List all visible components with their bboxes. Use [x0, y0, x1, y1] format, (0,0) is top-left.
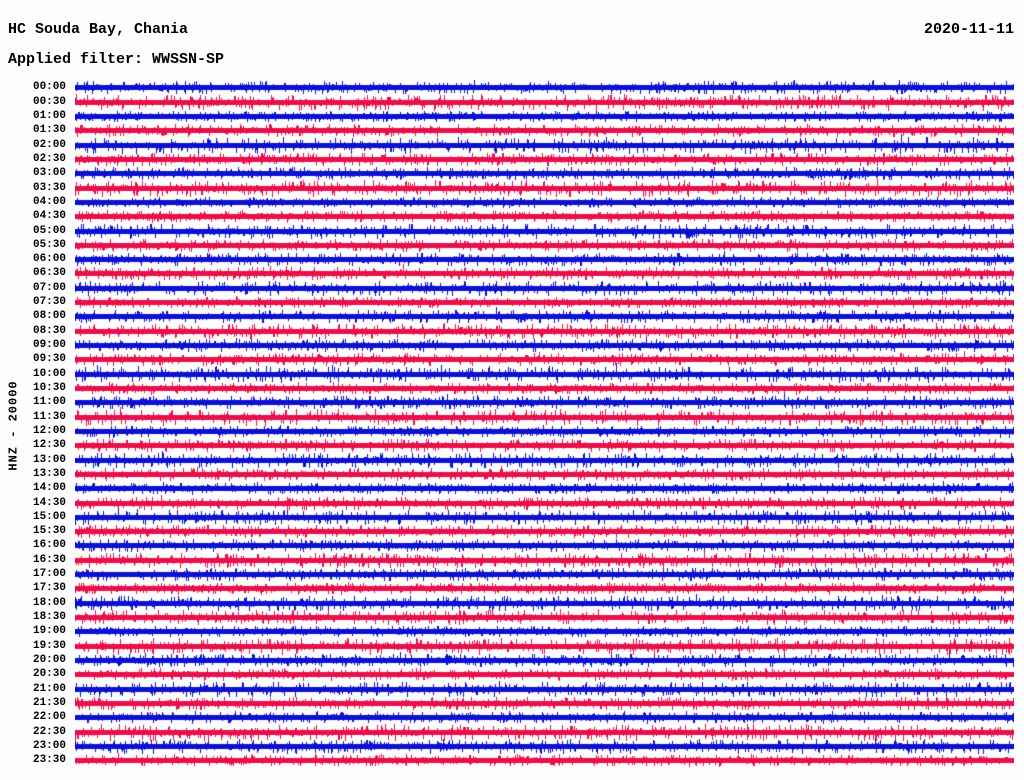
time-label: 04:00 [32, 195, 66, 208]
time-label: 01:00 [32, 110, 66, 123]
time-label: 13:30 [32, 467, 66, 480]
station-title: HC Souda Bay, Chania [8, 21, 189, 38]
time-label: 17:00 [32, 568, 66, 581]
time-label: 14:00 [32, 482, 66, 495]
time-label: 00:00 [32, 81, 66, 94]
time-label: 08:30 [32, 324, 66, 337]
time-label: 12:30 [32, 439, 66, 452]
time-label: 17:30 [32, 582, 66, 595]
filter-label: Applied filter: WWSSN-SP [8, 51, 225, 68]
time-label: 02:30 [32, 152, 66, 165]
time-label: 22:30 [32, 725, 66, 738]
time-label: 19:30 [32, 639, 66, 652]
time-label: 14:30 [32, 496, 66, 509]
time-label: 19:00 [32, 625, 66, 638]
time-label: 23:30 [32, 754, 66, 767]
time-label: 16:00 [32, 539, 66, 552]
time-label: 03:30 [32, 181, 66, 194]
time-label: 07:00 [32, 281, 66, 294]
time-label: 02:00 [32, 138, 66, 151]
time-label: 07:30 [32, 296, 66, 309]
time-label: 10:30 [32, 382, 66, 394]
time-label: 04:30 [32, 210, 66, 223]
time-label: 05:00 [32, 224, 66, 237]
seismic-traces-canvas [75, 80, 1014, 780]
time-label: 20:00 [32, 654, 66, 666]
time-label: 16:30 [32, 553, 66, 566]
time-label: 18:30 [32, 611, 66, 624]
time-label: 15:00 [32, 510, 66, 523]
date-label: 2020-11-11 [923, 21, 1014, 38]
time-axis-labels: 00:00 00:30 01:00 01:30 02:00 02:30 03:00 03:30… [0, 0, 67, 780]
time-label: 21:00 [32, 682, 66, 695]
time-label: 06:30 [32, 267, 66, 280]
time-label: 21:30 [32, 696, 66, 709]
time-label: 06:00 [32, 253, 66, 266]
time-label: 12:00 [32, 424, 66, 437]
time-label: 15:30 [32, 525, 66, 538]
time-label: 11:00 [32, 396, 66, 409]
time-label: 09:00 [32, 339, 66, 352]
time-label: 08:00 [32, 310, 66, 323]
time-label: 11:30 [32, 410, 66, 423]
time-label: 01:30 [32, 124, 66, 137]
time-label: 13:00 [32, 453, 66, 466]
time-label: 10:00 [32, 367, 66, 380]
time-label: 09:30 [32, 353, 66, 366]
time-label: 05:30 [32, 238, 66, 251]
time-label: 00:30 [32, 95, 66, 108]
time-label: 20:30 [32, 668, 66, 681]
time-label: 22:00 [32, 711, 66, 724]
time-label: 03:00 [32, 167, 66, 180]
time-label: 18:00 [32, 596, 66, 609]
time-label: 23:00 [32, 739, 66, 752]
